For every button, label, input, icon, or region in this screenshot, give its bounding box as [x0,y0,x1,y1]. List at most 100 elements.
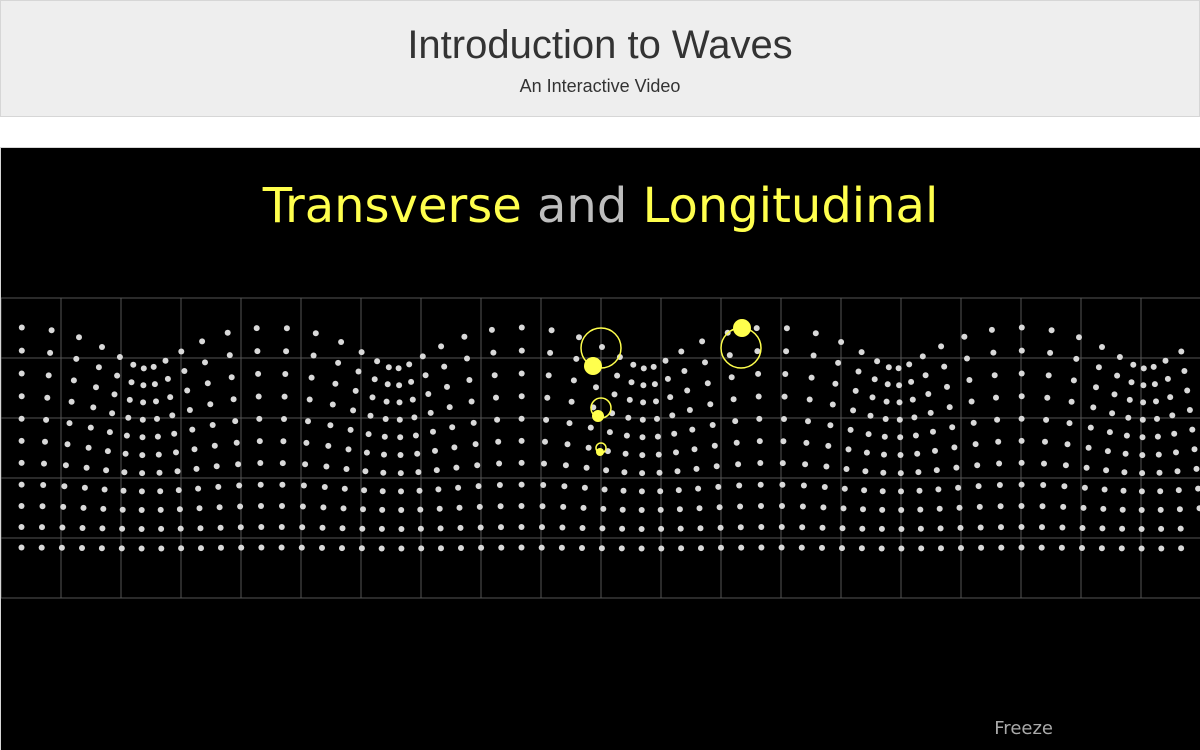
wave-particle [938,343,945,350]
wave-particle [361,487,368,494]
wave-particle [1080,504,1087,511]
wave-particle [433,467,440,474]
wave-particle [158,545,165,552]
wave-particle [232,418,239,425]
wave-particle [1138,488,1145,495]
wave-particle [258,524,265,530]
wave-particle [441,363,448,370]
freeze-button[interactable]: Freeze [994,718,1053,739]
wave-particle [39,524,45,531]
wave-particle [1047,349,1054,356]
wave-particle [518,481,525,488]
wave-particle [840,505,847,512]
wave-particle [497,503,504,510]
wave-particle [461,333,468,340]
wave-particle [475,483,482,490]
wave-particle [18,415,25,422]
wave-particle [1125,414,1132,421]
wave-particle [476,503,483,510]
wave-particle [638,526,645,532]
wave-particle [449,424,456,431]
wave-particle [99,525,106,532]
wave-particle [66,420,73,427]
wave-particle [638,507,645,513]
slide-title: Transverse and Longitudinal [1,178,1200,234]
wave-particle [151,381,158,388]
wave-particle [98,545,105,552]
wave-grid [1,297,1200,599]
wave-particle [1099,344,1105,350]
wave-particle [177,525,184,532]
wave-particle [233,439,240,446]
wave-particle [1153,398,1159,405]
wave-particle [559,524,566,531]
wave-particle [716,504,723,511]
wave-highlight-particles [580,319,762,456]
wave-particle [737,503,744,510]
wave-particle [1104,448,1111,455]
wave-particle [1018,481,1025,488]
wave-particle [917,506,924,513]
wave-particle [912,432,919,439]
wave-particle [568,398,575,405]
wave-particle [224,329,231,336]
wave-particle [202,359,208,366]
wave-particle [1128,379,1135,386]
wave-particle [518,544,525,551]
wave-particle [1064,441,1071,448]
wave-particle [408,378,415,385]
wave-particle [606,429,613,436]
wave-particle [490,349,497,356]
wave-particle [518,503,525,509]
wave-particle [651,381,658,388]
wave-particle [323,463,330,470]
wave-particle [1085,444,1092,451]
wave-particle [181,368,188,374]
wave-particle [255,370,262,377]
wave-particle [863,449,870,456]
wave-particle [118,545,125,552]
wave-particle [955,484,962,491]
video-stage[interactable]: Transverse and Longitudinal Freeze [0,147,1200,750]
wave-particle [283,348,290,355]
wave-particle [732,418,739,425]
wave-particle [953,464,960,471]
wave-particle [862,468,869,475]
wave-particle [498,524,504,531]
wave-particle [713,463,720,470]
wave-particle [39,503,46,510]
wave-particle [598,545,605,552]
wave-particle [281,393,288,400]
wave-particle [235,461,242,468]
wave-particle [799,524,806,531]
wave-particle [871,376,878,383]
wave-particle [1079,545,1085,551]
wave-particle [204,380,211,387]
wave-particle [38,544,45,551]
wave-particle [1081,484,1088,491]
wave-particle [1073,355,1080,362]
wave-particle [738,544,745,551]
wave-particle [693,465,700,472]
wave-particle [626,396,633,403]
wave-particle [976,503,983,510]
wave-particle [456,504,463,511]
wave-particle [821,484,828,490]
wave-particle [676,506,683,513]
wave-particle [157,488,164,495]
wave-particle [18,544,25,551]
wave-particle [518,524,525,530]
wave-particle [897,452,904,458]
wave-particle [841,485,848,492]
wave-particle [87,424,94,431]
wave-particle [640,382,647,389]
wave-particle [345,446,352,453]
wave-particle [603,467,610,474]
wave-animation[interactable] [1,148,1200,750]
wave-particle [470,419,477,426]
wave-particle [216,504,223,511]
wave-particle [367,412,374,419]
wave-particle [325,442,332,449]
wave-particle [494,416,501,423]
wave-particle [996,482,1003,488]
